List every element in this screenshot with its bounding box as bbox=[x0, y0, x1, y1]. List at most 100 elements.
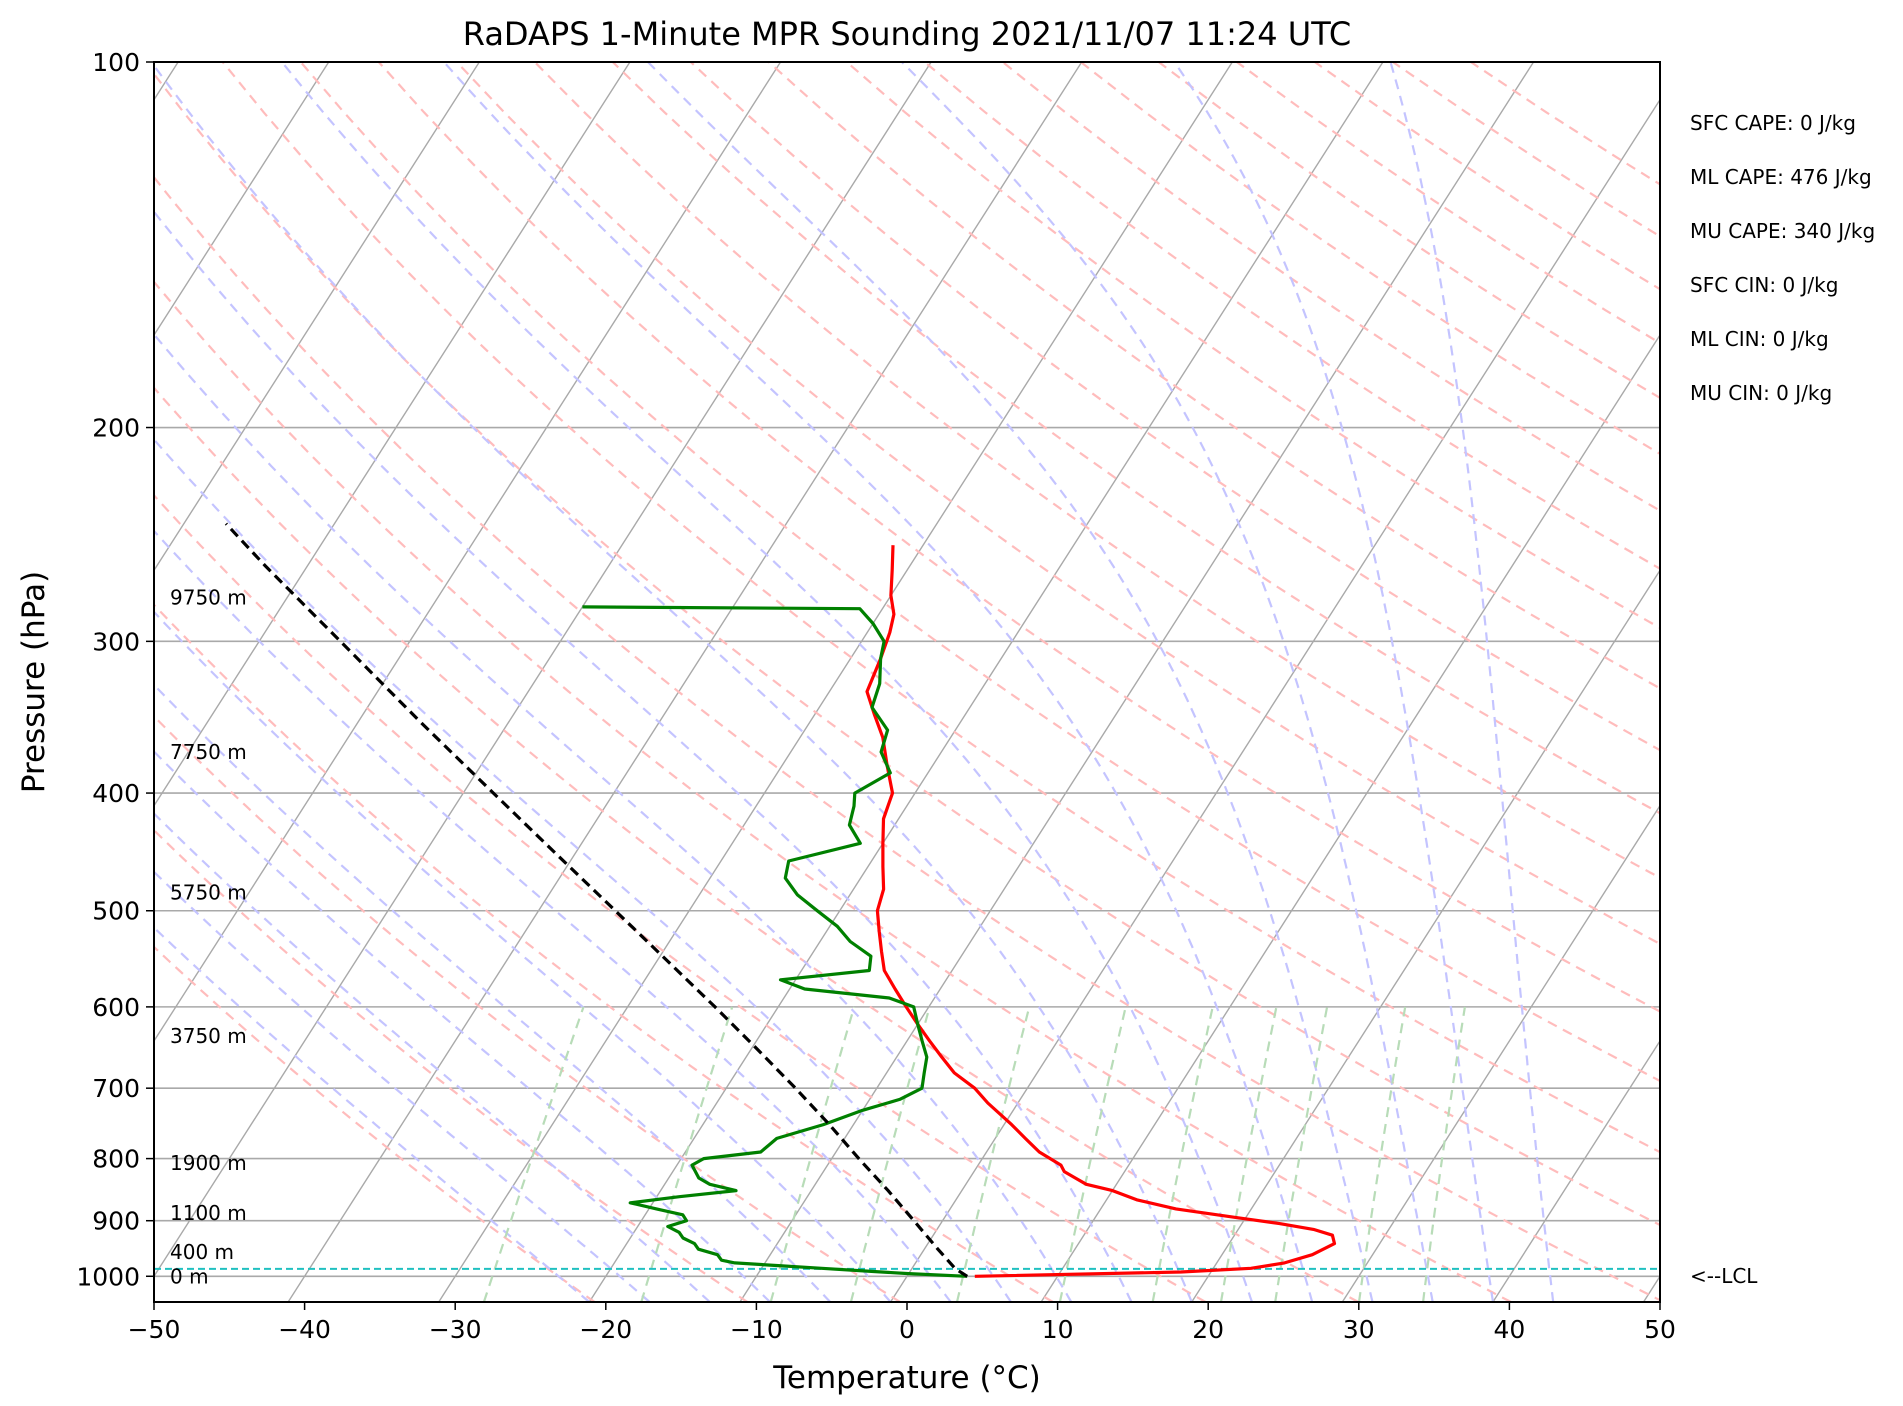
moist-adiabat-line bbox=[154, 437, 1012, 1302]
isotherm-line bbox=[154, 62, 782, 1043]
mixing-ratio-line bbox=[849, 1006, 931, 1302]
dry-adiabat-line bbox=[1236, 62, 1660, 345]
moist-adiabat-line bbox=[154, 63, 1193, 1302]
mixing-ratio-line bbox=[1058, 1006, 1127, 1302]
x-axis-label: Temperature (°C) bbox=[772, 1360, 1041, 1396]
isotherm-line bbox=[1341, 804, 1660, 1302]
moist-adiabat-line bbox=[1389, 62, 1555, 1302]
mixing-ratio-line bbox=[482, 1006, 585, 1302]
dry-adiabat-line bbox=[455, 62, 1660, 946]
dry-adiabat-line bbox=[221, 62, 1660, 1154]
isotherm-line bbox=[154, 62, 480, 572]
dry-adiabat-line bbox=[1080, 62, 1660, 456]
moist-adiabat-line bbox=[154, 750, 771, 1302]
x-tick-label: −50 bbox=[128, 1315, 181, 1344]
y-tick-label: 500 bbox=[92, 897, 140, 926]
x-tick-label: 40 bbox=[1493, 1315, 1525, 1344]
isotherm-line bbox=[1492, 1039, 1660, 1302]
dry-adiabat-line bbox=[1392, 62, 1660, 238]
y-tick-label: 400 bbox=[92, 779, 140, 808]
dry-adiabat-line bbox=[1314, 62, 1660, 291]
dry-adiabat-line bbox=[154, 603, 1054, 1302]
dry-adiabat-line bbox=[154, 945, 596, 1302]
parcel-profile bbox=[224, 522, 969, 1278]
y-tick-label: 100 bbox=[92, 48, 140, 77]
dry-adiabat-line bbox=[1158, 62, 1660, 400]
y-tick-label: 1000 bbox=[76, 1262, 140, 1291]
mixing-ratio-line bbox=[640, 1006, 734, 1302]
isotherm-line bbox=[154, 62, 932, 1278]
y-tick-label: 300 bbox=[92, 627, 140, 656]
y-axis-label: Pressure (hPa) bbox=[16, 571, 52, 793]
dry-adiabat-line bbox=[1470, 62, 1660, 186]
moist-adiabat-line bbox=[154, 610, 892, 1302]
moist-adiabat-line bbox=[154, 332, 1073, 1302]
isotherm-line bbox=[739, 62, 1535, 1302]
stat-text: MU CIN: 0 J/kg bbox=[1690, 381, 1832, 405]
x-tick-label: −10 bbox=[730, 1315, 783, 1344]
mixing-ratio-line bbox=[1357, 1006, 1407, 1302]
y-tick-label: 200 bbox=[92, 414, 140, 443]
dry-adiabat-line bbox=[154, 175, 1660, 1302]
x-tick-label: 20 bbox=[1192, 1315, 1224, 1344]
moist-adiabat-line bbox=[647, 62, 1374, 1302]
mixing-ratio-line bbox=[1219, 1006, 1278, 1302]
stat-text: SFC CAPE: 0 J/kg bbox=[1690, 111, 1856, 135]
dry-adiabat-line bbox=[299, 62, 1660, 1083]
isotherm-line bbox=[438, 62, 1233, 1302]
axis-ticks: −50 −40 −30 −20 −10 0 10 20 30 40 50 100 200 300 400 50… bbox=[76, 48, 1676, 1344]
moist-adiabat-line bbox=[154, 926, 591, 1302]
moist-adiabat-line bbox=[1173, 62, 1494, 1302]
isotherm-line bbox=[1642, 1274, 1660, 1302]
dry-adiabat-line bbox=[154, 493, 1207, 1302]
height-label: 5750 m bbox=[170, 880, 247, 904]
moist-adiabat-line bbox=[901, 62, 1434, 1302]
mixing-ratio-line bbox=[1422, 1006, 1466, 1302]
moist-adiabat-line bbox=[154, 529, 952, 1302]
stat-text: SFC CIN: 0 J/kg bbox=[1690, 273, 1838, 297]
chart-title: RaDAPS 1-Minute MPR Sounding 2021/11/07 … bbox=[463, 15, 1351, 53]
height-label: 400 m bbox=[170, 1240, 234, 1264]
dry-adiabat-line bbox=[845, 62, 1660, 630]
y-tick-label: 900 bbox=[92, 1207, 140, 1236]
dry-adiabat-line bbox=[611, 62, 1660, 815]
x-tick-label: −30 bbox=[429, 1315, 482, 1344]
mixing-ratio-line bbox=[769, 1006, 856, 1302]
x-tick-label: 0 bbox=[899, 1315, 915, 1344]
x-tick-label: 30 bbox=[1343, 1315, 1375, 1344]
height-label: 1100 m bbox=[170, 1201, 247, 1225]
height-label: 7750 m bbox=[170, 740, 247, 764]
isotherm-line bbox=[1191, 569, 1660, 1302]
moist-adiabat-line bbox=[154, 812, 711, 1302]
isotherm-line bbox=[889, 98, 1660, 1302]
temperature-profile bbox=[865, 545, 1337, 1278]
profiles bbox=[154, 522, 1660, 1278]
dewpoint-profile bbox=[582, 605, 968, 1278]
y-tick-label: 800 bbox=[92, 1145, 140, 1174]
moist-adiabat-line bbox=[154, 683, 832, 1302]
stat-text: ML CIN: 0 J/kg bbox=[1690, 327, 1829, 351]
lcl-label: <--LCL bbox=[1690, 1264, 1758, 1288]
dry-adiabat-line bbox=[154, 386, 1359, 1302]
y-tick-label: 700 bbox=[92, 1074, 140, 1103]
dry-adiabat-line bbox=[377, 62, 1660, 1013]
stat-text: ML CAPE: 476 J/kg bbox=[1690, 165, 1872, 189]
height-label: 3750 m bbox=[170, 1024, 247, 1048]
stats-panel: SFC CAPE: 0 J/kg ML CAPE: 476 J/kg MU CAPE… bbox=[1690, 111, 1875, 405]
x-tick-label: 10 bbox=[1042, 1315, 1074, 1344]
isotherm-line bbox=[154, 62, 330, 337]
isotherm-line bbox=[588, 62, 1384, 1302]
y-tick-label: 600 bbox=[92, 993, 140, 1022]
moist-adiabat-line bbox=[154, 210, 1133, 1302]
dry-adiabat-line bbox=[154, 280, 1512, 1302]
dry-adiabat-line bbox=[767, 62, 1660, 690]
height-label: 0 m bbox=[170, 1264, 209, 1288]
isotherm-line bbox=[287, 62, 1083, 1302]
mixing-ratio-line bbox=[955, 1006, 1031, 1302]
x-tick-label: 50 bbox=[1644, 1315, 1676, 1344]
mixing-ratio-line bbox=[1151, 1006, 1214, 1302]
dry-adiabat-line bbox=[154, 72, 1660, 1227]
height-label: 9750 m bbox=[170, 585, 247, 609]
